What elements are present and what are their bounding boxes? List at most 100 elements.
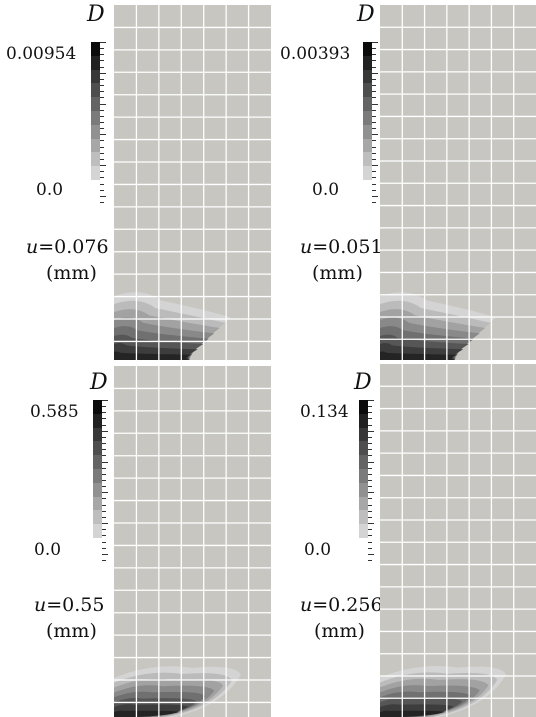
colorbar-tick <box>102 412 106 414</box>
colorbar-segment <box>363 55 372 71</box>
colorbar-tick <box>372 48 376 50</box>
colorbar-tick <box>100 78 104 80</box>
colorbar-tick <box>102 430 108 432</box>
colorbar-segment <box>93 496 102 511</box>
colorbar-min-label: 0.0 <box>34 540 62 560</box>
colorbar-tick <box>372 158 376 160</box>
colorbar-tick <box>368 498 372 500</box>
colorbar-segment <box>359 413 368 429</box>
colorbar-tick <box>368 455 372 457</box>
colorbar-tick <box>368 412 372 414</box>
damage-contour-band <box>380 710 445 717</box>
colorbar-tick <box>372 177 376 179</box>
colorbar-segment <box>359 400 368 415</box>
colorbar-tick <box>368 406 372 408</box>
colorbar-ticks <box>100 42 106 203</box>
colorbar-tick <box>100 54 104 56</box>
colorbar <box>91 42 100 181</box>
colorbar-tick <box>102 510 106 512</box>
colorbar-tick <box>102 455 106 457</box>
colorbar-tick <box>368 400 374 401</box>
colorbar-segment <box>359 524 368 539</box>
colorbar-min-label: 0.0 <box>312 180 340 200</box>
colorbar-tick <box>368 430 374 432</box>
colorbar-segment <box>359 455 368 470</box>
colorbar-segment <box>93 400 102 415</box>
colorbar-tick <box>100 109 104 111</box>
colorbar-tick <box>100 103 106 105</box>
colorbar-tick <box>102 486 106 488</box>
colorbar-tick <box>102 424 106 426</box>
colorbar-tick <box>100 202 104 203</box>
colorbar-tick <box>368 535 372 537</box>
damage-contour-plot <box>380 5 536 360</box>
colorbar-tick <box>100 177 104 179</box>
colorbar-tick <box>368 486 372 488</box>
colorbar-segment <box>359 510 368 525</box>
displacement-unit: (mm) <box>46 620 97 642</box>
panel-bottom-left: D 0.585 0.0 u=0.55 (mm) <box>0 362 271 717</box>
colorbar-tick <box>368 443 372 445</box>
colorbar-segment <box>91 69 100 84</box>
colorbar-ticks <box>372 42 378 203</box>
colorbar-tick <box>102 535 106 537</box>
colorbar-tick <box>372 146 376 148</box>
colorbar-tick <box>102 560 106 561</box>
panel-bottom-right: D 0.134 0.0 u=0.256 (mm) <box>270 362 536 717</box>
damage-contour-band <box>380 351 458 360</box>
colorbar-tick <box>100 128 104 130</box>
colorbar-tick <box>100 42 106 43</box>
colorbar-max-label: 0.00393 <box>280 44 351 64</box>
colorbar-tick <box>102 529 106 531</box>
colorbar-min-label: 0.0 <box>36 180 64 200</box>
colorbar-segment <box>93 413 102 429</box>
colorbar-tick <box>102 418 106 420</box>
colorbar-segment <box>363 69 372 84</box>
colorbar-tick <box>368 510 372 512</box>
displacement-label: u=0.051 <box>300 236 383 258</box>
colorbar-tick <box>368 449 372 451</box>
colorbar-segment <box>91 55 100 71</box>
colorbar-tick <box>372 115 376 117</box>
colorbar-segment <box>93 510 102 525</box>
colorbar-ticks <box>368 400 374 561</box>
colorbar-segment <box>363 166 372 181</box>
colorbar-min-label: 0.0 <box>304 540 332 560</box>
colorbar-tick <box>368 529 372 531</box>
colorbar-tick <box>102 473 106 475</box>
colorbar-tick <box>102 443 106 445</box>
displacement-label: u=0.55 <box>34 594 105 616</box>
colorbar-tick <box>372 195 378 197</box>
colorbar-max-label: 0.585 <box>30 402 79 422</box>
colorbar-tick <box>372 152 376 154</box>
colorbar-tick <box>100 66 104 68</box>
colorbar-segment <box>359 441 368 456</box>
colorbar-tick <box>372 134 378 136</box>
colorbar-tick <box>372 54 376 56</box>
colorbar-tick <box>102 480 106 481</box>
colorbar-segment <box>359 469 368 484</box>
colorbar-segment <box>363 83 372 98</box>
colorbar-tick <box>100 72 106 74</box>
colorbar-tick <box>368 516 372 518</box>
displacement-label: u=0.076 <box>26 236 109 258</box>
colorbar-tick <box>372 60 376 62</box>
colorbar-segment <box>363 111 372 126</box>
colorbar-tick <box>102 547 106 549</box>
colorbar-tick <box>368 504 372 506</box>
damage-contour-band <box>114 351 193 360</box>
colorbar-tick <box>100 165 106 167</box>
colorbar-tick <box>102 516 106 518</box>
colorbar-tick <box>368 523 374 525</box>
colorbar-segment <box>91 138 100 153</box>
colorbar-tick <box>102 541 106 543</box>
mesh-background <box>380 364 536 717</box>
colorbar-max-label: 0.134 <box>300 402 349 422</box>
colorbar-segment <box>91 97 100 112</box>
colorbar-tick <box>372 183 376 185</box>
variable-label-D: D <box>87 2 105 27</box>
colorbar-tick <box>100 158 104 160</box>
colorbar-tick <box>368 560 372 561</box>
colorbar-tick <box>372 97 376 99</box>
colorbar-segment <box>93 524 102 539</box>
